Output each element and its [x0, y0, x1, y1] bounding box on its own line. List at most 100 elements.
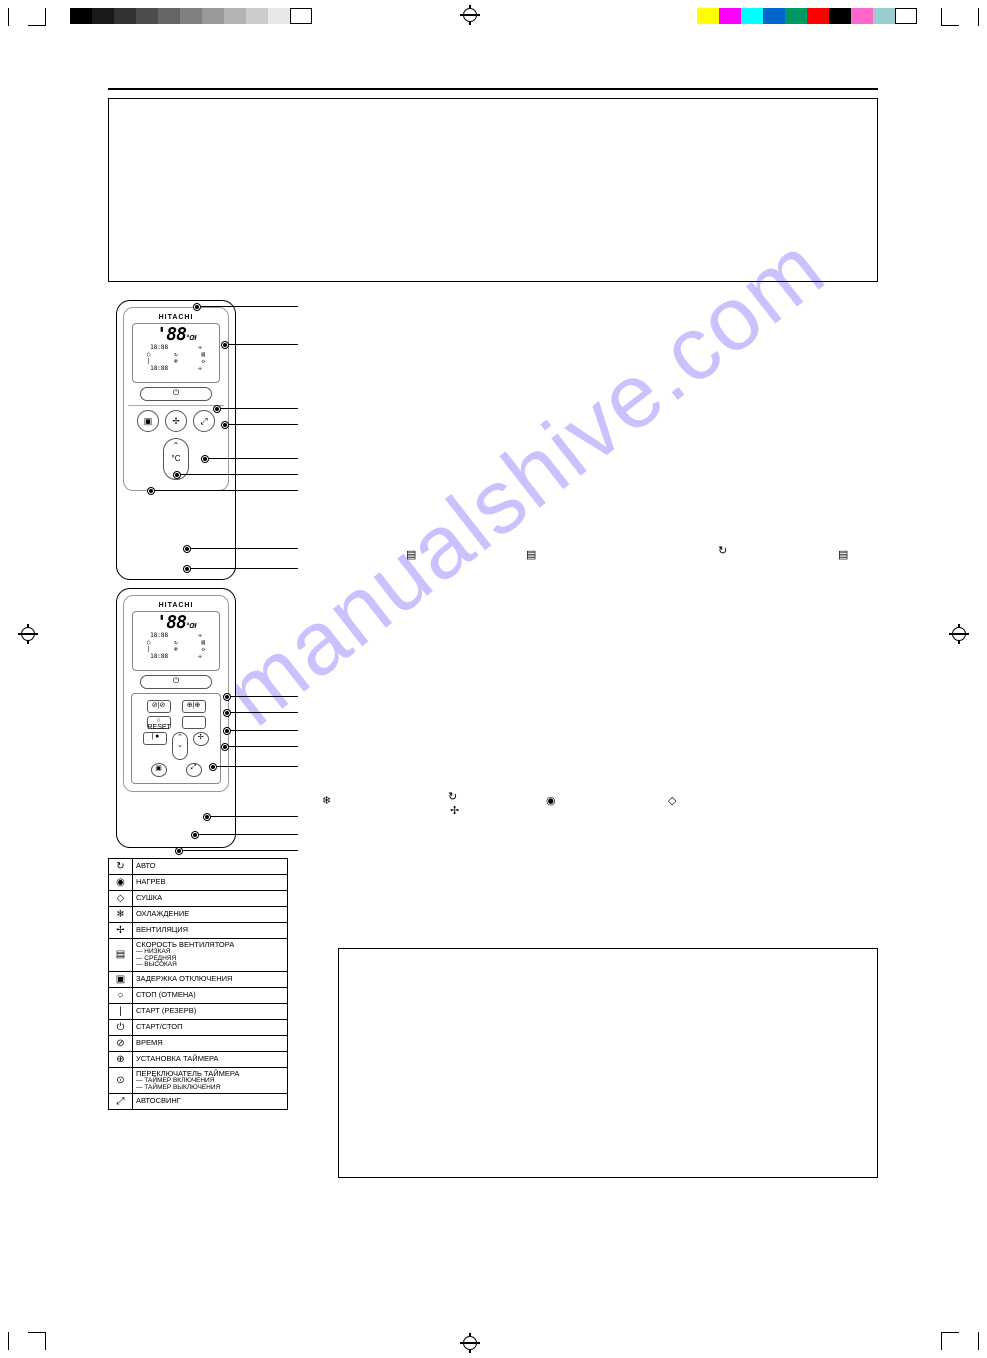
legend-label: ЗАДЕРЖКА ОТКЛЮЧЕНИЯ: [133, 971, 288, 987]
timer-button: ⊘|⊘: [147, 700, 171, 713]
sleep-small: ▣: [151, 763, 167, 777]
leader-line: [218, 408, 298, 409]
remote-illustration-closed: HITACHI '88°CH 18:88✢ ○↻▤ |❄◇ 18:88✢ ▣ ✢…: [116, 300, 236, 580]
remote-brand: HITACHI: [128, 602, 224, 609]
leader-line: [226, 746, 298, 747]
leader-line: [214, 766, 298, 767]
legend-icon: ◇: [109, 891, 133, 907]
leader-line: [188, 548, 298, 549]
leader-line: [228, 730, 298, 731]
heat-icon: ◉: [546, 794, 556, 807]
legend-icon: ⊘: [109, 1035, 133, 1051]
crop-mark: [8, 1332, 9, 1350]
legend-icon: ▣: [109, 971, 133, 987]
temp-small: ⌃⌄: [172, 732, 188, 760]
legend-label: АВТО: [133, 859, 288, 875]
table-row: ✢ВЕНТИЛЯЦИЯ: [109, 923, 288, 939]
legend-icon: ○: [109, 987, 133, 1003]
auto-icon: ↻: [718, 544, 727, 557]
leader-line: [228, 712, 298, 713]
swing-small: ⤢: [186, 763, 202, 777]
legend-icon: ↻: [109, 859, 133, 875]
legend-label: ВЕНТИЛЯЦИЯ: [133, 923, 288, 939]
crop-mark: [978, 1332, 979, 1350]
fan-small: ✢: [193, 732, 209, 746]
grayscale-calibration-bar: [70, 8, 312, 24]
table-row: ◉НАГРЕВ: [109, 875, 288, 891]
remote-diagram-area: HITACHI '88°CH 18:88✢ ○↻▤ |❄◇ 18:88✢ ▣ ✢…: [108, 288, 878, 1188]
table-row: ▤СКОРОСТЬ ВЕНТИЛЯТОРА— НИЗКАЯ— СРЕДНЯЯ— …: [109, 939, 288, 972]
table-row: ⊘ВРЕМЯ: [109, 1035, 288, 1051]
table-row: ❄ОХЛАЖДЕНИЕ: [109, 907, 288, 923]
auto-icon: ↻: [448, 790, 457, 803]
time-button: ⊕|⊕: [182, 700, 206, 713]
legend-label: ОХЛАЖДЕНИЕ: [133, 907, 288, 923]
crop-mark: [8, 8, 9, 26]
leader-line: [196, 834, 298, 835]
legend-label: СКОРОСТЬ ВЕНТИЛЯТОРА— НИЗКАЯ— СРЕДНЯЯ— В…: [133, 939, 288, 972]
start-stop-button: [140, 387, 212, 401]
fan-icon: ✢: [450, 804, 459, 817]
leader-line: [178, 474, 298, 475]
swing-button: ⤢: [193, 410, 215, 432]
legend-label: НАГРЕВ: [133, 875, 288, 891]
table-row: ◇СУШКА: [109, 891, 288, 907]
fan-speed-icon: ▤: [838, 548, 848, 561]
legend-icon: ❄: [109, 907, 133, 923]
fan-speed-icon: ▤: [406, 548, 416, 561]
start-cancel-button: ○ RESET: [147, 716, 171, 729]
table-row: ⏻СТАРТ/СТОП: [109, 1019, 288, 1035]
dry-icon: ◇: [668, 794, 676, 807]
legend-table: ↻АВТО◉НАГРЕВ◇СУШКА❄ОХЛАЖДЕНИЕ✢ВЕНТИЛЯЦИЯ…: [108, 858, 288, 1110]
legend-label: АВТОСВИНГ: [133, 1094, 288, 1110]
registration-target-icon: [949, 624, 969, 644]
crop-mark: [28, 1332, 46, 1350]
table-row: ○СТОП (ОТМЕНА): [109, 987, 288, 1003]
crop-mark: [941, 1332, 959, 1350]
remote-illustration-open: HITACHI '88°CH 18:88✢ ○↻▤ |❄◇ 18:88✢ ⊘|⊘…: [116, 588, 236, 848]
table-row: ⊕УСТАНОВКА ТАЙМЕРА: [109, 1051, 288, 1067]
legend-icon: ⤢: [109, 1094, 133, 1110]
legend-icon: ✢: [109, 923, 133, 939]
table-row: ⊙ПЕРЕКЛЮЧАТЕЛЬ ТАЙМЕРА— ТАЙМЕР ВКЛЮЧЕНИЯ…: [109, 1067, 288, 1093]
color-calibration-bar: [697, 8, 917, 24]
remote-lcd: '88°CH 18:88✢ ○↻▤ |❄◇ 18:88✢: [132, 323, 220, 383]
legend-label: СТАРТ (РЕЗЕРВ): [133, 1003, 288, 1019]
legend-icon: ⏻: [109, 1019, 133, 1035]
header-rule: [108, 88, 878, 90]
table-row: ▣ЗАДЕРЖКА ОТКЛЮЧЕНИЯ: [109, 971, 288, 987]
legend-label: СТАРТ/СТОП: [133, 1019, 288, 1035]
legend-label: ВРЕМЯ: [133, 1035, 288, 1051]
leader-line: [226, 424, 298, 425]
fan-speed-icon: ▤: [526, 548, 536, 561]
leader-line: [208, 816, 298, 817]
leader-line: [206, 458, 298, 459]
cool-icon: ❄: [322, 794, 331, 807]
table-row: |СТАРТ (РЕЗЕРВ): [109, 1003, 288, 1019]
fan-button: ✢: [165, 410, 187, 432]
start-stop-button: [140, 675, 212, 689]
legend-icon: ◉: [109, 875, 133, 891]
legend-icon: ⊕: [109, 1051, 133, 1067]
table-row: ⤢АВТОСВИНГ: [109, 1094, 288, 1110]
crop-mark: [941, 8, 959, 26]
registration-target-icon: [460, 1333, 480, 1353]
legend-label: СУШКА: [133, 891, 288, 907]
legend-label: УСТАНОВКА ТАЙМЕРА: [133, 1051, 288, 1067]
leader-line: [226, 344, 298, 345]
legend-icon: ⊙: [109, 1067, 133, 1093]
crop-mark: [28, 8, 46, 26]
leader-line: [180, 850, 298, 851]
mode-button: | ●: [143, 732, 167, 745]
caution-box: [108, 98, 878, 282]
blank-button: [182, 716, 206, 729]
registration-target-icon: [460, 5, 480, 25]
remote-lcd: '88°CH 18:88✢ ○↻▤ |❄◇ 18:88✢: [132, 611, 220, 671]
legend-label: ПЕРЕКЛЮЧАТЕЛЬ ТАЙМЕРА— ТАЙМЕР ВКЛЮЧЕНИЯ—…: [133, 1067, 288, 1093]
leader-line: [152, 490, 298, 491]
notes-box: [338, 948, 878, 1178]
registration-target-icon: [18, 624, 38, 644]
legend-icon: ▤: [109, 939, 133, 972]
crop-mark: [978, 8, 979, 26]
sleep-button: ▣: [137, 410, 159, 432]
